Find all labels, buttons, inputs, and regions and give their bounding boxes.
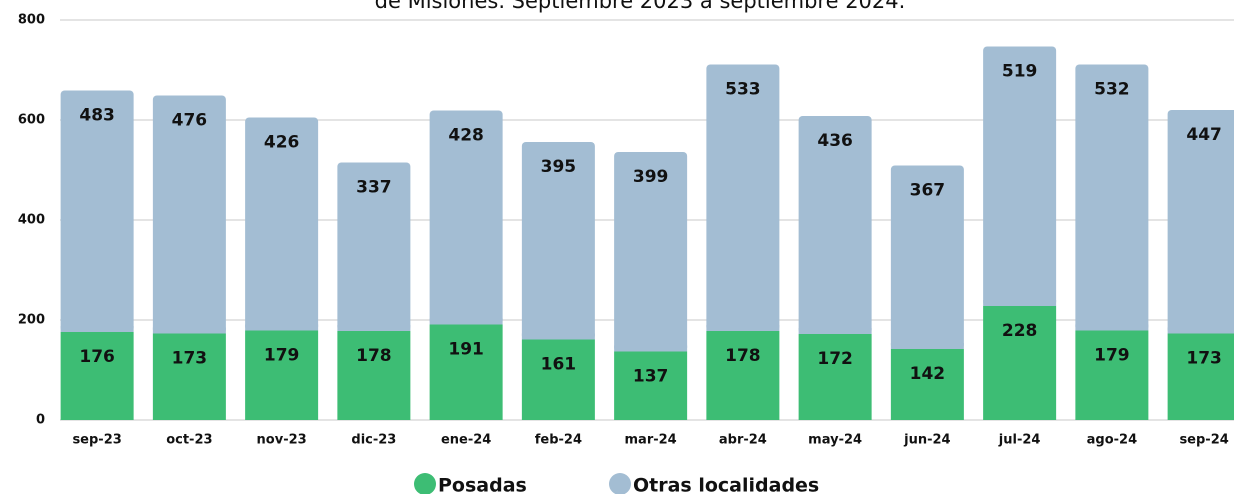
bar-segment <box>245 117 319 331</box>
x-tick-label: abr-24 <box>719 433 767 448</box>
bar-segment-joint <box>1167 327 1234 334</box>
data-label: 137 <box>633 367 669 387</box>
data-label: 142 <box>910 364 946 384</box>
bar-segment-joint <box>614 345 688 352</box>
legend-label: Posadas <box>438 475 527 494</box>
bar-segment <box>1167 110 1234 334</box>
data-label: 178 <box>725 346 761 366</box>
x-tick-label: mar-24 <box>625 433 677 448</box>
x-tick-label: oct-23 <box>166 433 212 448</box>
x-tick-label: sep-23 <box>72 433 121 448</box>
y-tick-label: 600 <box>18 113 45 128</box>
data-label: 399 <box>633 167 669 187</box>
data-label: 395 <box>541 157 577 177</box>
x-tick-label: sep-24 <box>1179 433 1228 448</box>
bar-segment <box>60 332 134 420</box>
bar-segment <box>337 331 411 420</box>
x-tick-label: dic-23 <box>351 433 396 448</box>
data-label: 532 <box>1094 80 1130 100</box>
bar-segment <box>798 334 872 420</box>
bar-segment-joint <box>706 325 780 331</box>
bar-segment <box>429 324 503 420</box>
x-tick-label: ene-24 <box>441 433 491 448</box>
bar-segment <box>706 331 780 420</box>
bar-segment <box>890 165 964 349</box>
data-label: 179 <box>264 346 300 366</box>
bar-segment <box>337 162 411 331</box>
bar-segment <box>521 142 595 340</box>
data-label: 179 <box>1094 346 1130 366</box>
bar-segment <box>706 64 780 331</box>
data-label: 483 <box>79 106 115 126</box>
x-tick-label: may-24 <box>808 433 862 448</box>
bar-segment-joint <box>521 333 595 340</box>
x-tick-label: jun-24 <box>903 433 950 448</box>
x-tick-label: nov-23 <box>257 433 307 448</box>
bar-segment <box>152 95 226 334</box>
y-tick-label: 0 <box>36 413 45 428</box>
bar-segment <box>983 306 1057 420</box>
bar-segment <box>798 116 872 334</box>
chart-title: de Misiones. Septiembre 2023 a septiembr… <box>375 0 906 13</box>
bar-segment <box>521 339 595 420</box>
x-tick-label: jul-24 <box>998 433 1041 448</box>
bar-segment-joint <box>798 328 872 334</box>
data-label: 519 <box>1002 62 1038 82</box>
data-label: 228 <box>1002 321 1038 341</box>
bar-segment-joint <box>152 327 226 334</box>
bar-segment <box>245 330 319 420</box>
x-tick-label: ago-24 <box>1087 433 1138 448</box>
bar-segment <box>60 90 134 332</box>
data-label: 476 <box>172 111 208 131</box>
data-label: 191 <box>448 340 484 360</box>
bar-segment <box>1075 330 1149 420</box>
data-label: 426 <box>264 133 300 153</box>
bar-segment-joint <box>429 318 503 325</box>
bar-segment <box>983 46 1057 306</box>
data-label: 428 <box>448 126 484 146</box>
data-label: 176 <box>79 347 115 367</box>
x-tick-label: feb-24 <box>535 433 582 448</box>
data-label: 161 <box>541 355 577 375</box>
data-label: 178 <box>356 346 392 366</box>
bar-segment-joint <box>337 325 411 331</box>
bar-segment <box>890 349 964 420</box>
y-tick-label: 200 <box>18 313 45 328</box>
data-label: 173 <box>1186 349 1222 369</box>
bar-segment <box>1075 64 1149 331</box>
bar-segment-joint <box>1075 324 1149 331</box>
bar-segment-joint <box>245 324 319 331</box>
y-tick-label: 400 <box>18 213 45 228</box>
data-label: 173 <box>172 349 208 369</box>
bar-segment <box>614 152 688 352</box>
legend-marker <box>609 473 631 494</box>
legend-marker <box>414 473 436 494</box>
data-label: 533 <box>725 80 761 100</box>
bar-segment-joint <box>60 326 134 332</box>
bar-segment <box>152 333 226 420</box>
y-tick-label: 800 <box>18 13 45 28</box>
bar-segment <box>614 351 688 420</box>
legend-label: Otras localidades <box>633 475 819 494</box>
data-label: 367 <box>910 181 946 201</box>
data-label: 337 <box>356 178 392 198</box>
data-label: 172 <box>817 349 853 369</box>
data-label: 447 <box>1186 125 1222 145</box>
bar-segment-joint <box>890 343 964 349</box>
bar-segment <box>429 110 503 325</box>
bar-segment <box>1167 333 1234 420</box>
data-label: 436 <box>817 131 853 151</box>
bar-segment-joint <box>983 300 1057 306</box>
